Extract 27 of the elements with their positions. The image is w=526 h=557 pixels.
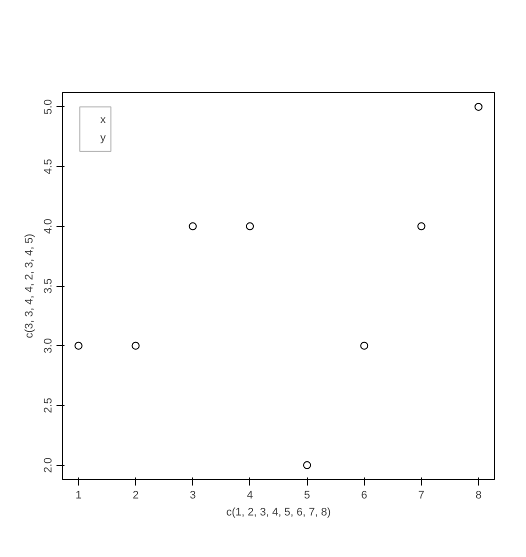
x-tick-label: 3 [190, 490, 196, 502]
x-tick-label: 6 [361, 490, 368, 502]
annotation: y [100, 132, 106, 144]
x-tick-label: 2 [132, 490, 139, 502]
point [303, 461, 312, 470]
point [132, 342, 140, 350]
y-tick-label: 4.5 [42, 158, 54, 174]
x-tick-label: 7 [418, 490, 424, 502]
y-tick-label: 2.5 [42, 398, 54, 414]
y-tick-label: 5.0 [42, 99, 54, 114]
x-tick-label: 5 [304, 490, 310, 502]
y-tick-label: 3.0 [42, 338, 54, 354]
y-tick-label: 4.0 [42, 218, 54, 234]
y-tick-label: 3.5 [42, 278, 54, 294]
point [474, 102, 482, 111]
x-tick-label: 8 [475, 490, 482, 502]
point [417, 222, 426, 230]
x-axis-title: c(1, 2, 3, 4, 5, 6, 7, 8) [226, 506, 331, 518]
x-tick-label: 4 [246, 490, 253, 502]
point [74, 342, 82, 350]
y-tick-label: 2.0 [42, 458, 54, 473]
point [360, 342, 368, 350]
point [188, 222, 197, 230]
point [246, 222, 254, 230]
x-tick-label: 1 [75, 490, 82, 502]
annotation: x [100, 114, 106, 126]
y-axis-title: c(3, 3, 4, 4, 2, 3, 4, 5) [24, 234, 36, 338]
